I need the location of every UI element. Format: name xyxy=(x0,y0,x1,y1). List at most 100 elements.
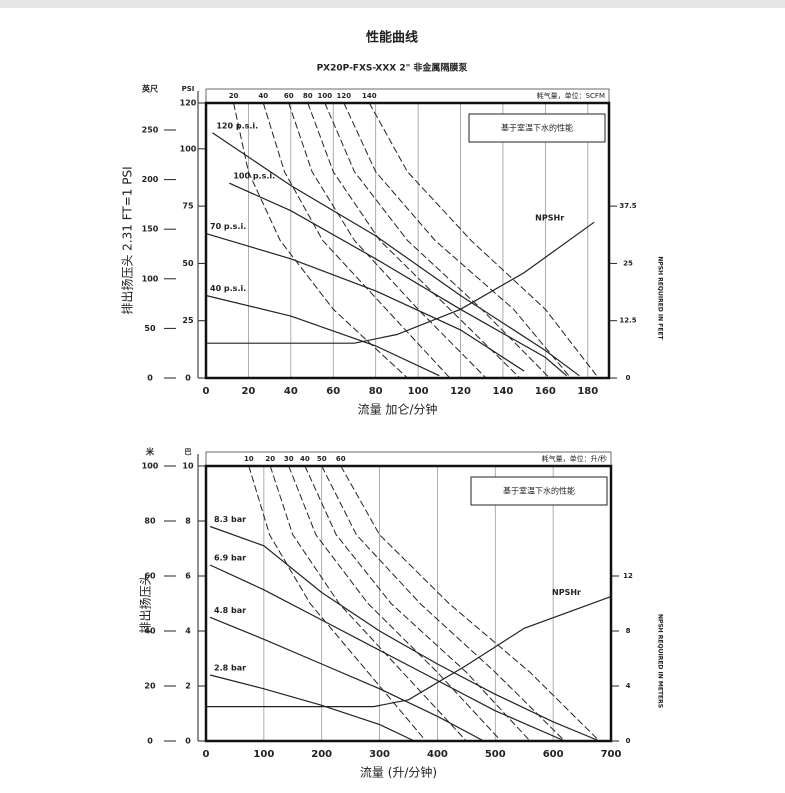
air-curve-label: 120 xyxy=(337,92,352,100)
inner-unit: PSI xyxy=(182,85,195,93)
air-curve-label: 140 xyxy=(362,92,377,100)
air-curve xyxy=(343,102,572,379)
y-tick-label: 100 xyxy=(180,144,197,153)
outer-tick-label: 0 xyxy=(147,374,153,383)
pressure-label: 70 p.s.i. xyxy=(210,222,246,231)
pressure-label: 40 p.s.i. xyxy=(210,284,246,293)
note: 基于室温下水的性能 xyxy=(503,486,575,496)
x-tick-label: 60 xyxy=(326,386,340,397)
x-tick-label: 500 xyxy=(485,749,506,760)
y-tick-label: 10 xyxy=(182,462,194,471)
x-tick-label: 80 xyxy=(369,386,383,397)
pressure-curve xyxy=(209,674,415,742)
y-tick-label: 25 xyxy=(182,316,194,325)
x-tick-label: 600 xyxy=(543,749,564,760)
air-curve-label: 10 xyxy=(244,455,254,463)
pressure-curve xyxy=(205,294,440,377)
x-tick-label: 20 xyxy=(241,386,255,397)
right-tick-label: 0 xyxy=(626,737,631,745)
outer-tick-label: 250 xyxy=(142,125,159,134)
x-tick-label: 120 xyxy=(450,386,471,397)
pressure-label: 4.8 bar xyxy=(214,606,246,615)
pressure-curve xyxy=(229,182,567,377)
y-tick-label: 4 xyxy=(185,627,191,636)
air-curve xyxy=(288,102,487,379)
outer-tick-label: 100 xyxy=(142,462,159,471)
pressure-label: 100 p.s.i. xyxy=(233,172,275,181)
x-tick-label: 40 xyxy=(284,386,298,397)
y-tick-label: 0 xyxy=(185,374,191,383)
pressure-label: 120 p.s.i. xyxy=(216,121,258,130)
inner-unit: 巴 xyxy=(185,448,192,456)
y-tick-label: 120 xyxy=(180,99,197,108)
right-tick-label: 37.5 xyxy=(619,202,636,210)
x-tick-label: 100 xyxy=(408,386,429,397)
pressure-curve xyxy=(209,525,600,742)
note-box xyxy=(468,113,606,143)
npsh-curve xyxy=(206,596,612,708)
npsh-label: NPSHr xyxy=(552,588,581,597)
x-axis-label: 流量 加仑/分钟 xyxy=(358,402,438,417)
note: 基于室温下水的性能 xyxy=(501,123,573,133)
plot-frame xyxy=(204,464,613,743)
outer-tick-label: 20 xyxy=(144,682,156,691)
right-tick-label: 0 xyxy=(626,374,631,382)
y-axis-label: 排出扬压头 2.31 FT=1 PSI xyxy=(120,166,135,314)
outer-tick-label: 40 xyxy=(144,627,156,636)
air-curve xyxy=(248,465,427,742)
pressure-label: 8.3 bar xyxy=(214,515,246,524)
right-tick-label: 12.5 xyxy=(619,317,636,325)
air-curve-label: 100 xyxy=(317,92,332,100)
air-curve xyxy=(304,465,531,742)
air-curve xyxy=(307,102,521,379)
air-curve-label: 20 xyxy=(265,455,275,463)
outer-tick-label: 80 xyxy=(144,517,156,526)
x-tick-label: 180 xyxy=(577,386,598,397)
air-label: 耗气量，单位：升/秒 xyxy=(542,454,607,463)
air-label: 耗气量，单位：SCFM xyxy=(537,91,605,100)
air-curve-label: 30 xyxy=(284,455,294,463)
x-tick-label: 300 xyxy=(369,749,390,760)
note-box xyxy=(470,476,608,506)
air-curve xyxy=(324,102,550,379)
air-curve-label: 50 xyxy=(317,455,327,463)
x-tick-label: 160 xyxy=(535,386,556,397)
plot-frame xyxy=(204,101,611,380)
air-curve-label: 20 xyxy=(229,92,239,100)
outer-tick-label: 150 xyxy=(142,225,159,234)
x-tick-label: 200 xyxy=(311,749,332,760)
pressure-curve xyxy=(209,616,484,742)
top-strip xyxy=(0,0,785,8)
outer-tick-label: 50 xyxy=(144,324,156,333)
y-tick-label: 6 xyxy=(185,572,191,581)
air-curve xyxy=(233,102,408,379)
air-curve-label: 60 xyxy=(336,455,346,463)
right-tick-label: 8 xyxy=(626,627,631,635)
y-tick-label: 2 xyxy=(185,682,191,691)
outer-unit: 英尺 xyxy=(141,84,158,94)
right-tick-label: 12 xyxy=(623,572,633,580)
outer-unit: 米 xyxy=(145,447,155,457)
right-tick-label: 25 xyxy=(623,259,633,267)
pressure-curve xyxy=(212,132,580,377)
air-curve-label: 80 xyxy=(303,92,313,100)
air-curve xyxy=(288,465,502,742)
chart-title: 性能曲线 xyxy=(366,30,418,46)
y-tick-label: 8 xyxy=(185,517,191,526)
pressure-label: 2.8 bar xyxy=(214,664,246,673)
outer-tick-label: 60 xyxy=(144,572,156,581)
npsh-label: NPSHr xyxy=(535,214,564,223)
air-curve xyxy=(262,102,451,379)
right-tick-label: 4 xyxy=(626,682,631,690)
air-curve xyxy=(340,465,600,742)
x-tick-label: 400 xyxy=(427,749,448,760)
x-tick-label: 100 xyxy=(253,749,274,760)
pressure-curve xyxy=(209,564,565,742)
air-curve-label: 60 xyxy=(284,92,294,100)
outer-tick-label: 0 xyxy=(147,737,153,746)
y-tick-label: 75 xyxy=(182,202,194,211)
air-curve xyxy=(269,465,467,742)
air-curve-label: 40 xyxy=(300,455,310,463)
x-tick-label: 0 xyxy=(203,749,210,760)
